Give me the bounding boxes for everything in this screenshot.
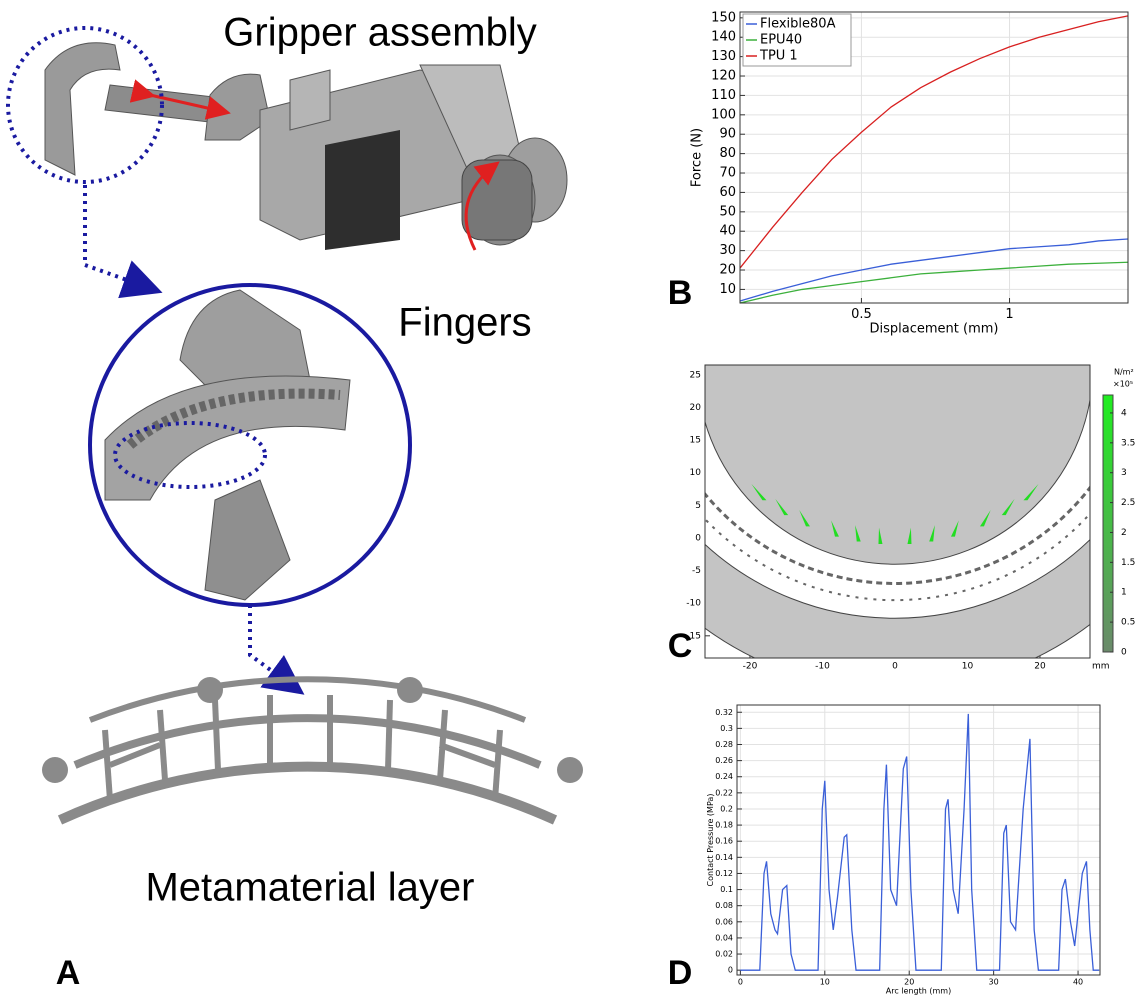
- y-tick-label: 0.12: [715, 869, 733, 878]
- y-tick-label: 140: [711, 30, 736, 45]
- data-line: [740, 714, 1099, 970]
- caption: Metamaterial layer: [145, 866, 474, 910]
- y-tick-label: 10: [690, 468, 702, 478]
- figure: Gripper assembly Fingers Metamaterial la…: [0, 0, 1137, 1003]
- metamaterial-illustration: [42, 677, 583, 820]
- y-tick-label: 0: [695, 533, 701, 543]
- panel-label: B: [668, 274, 693, 312]
- y-tick-label: 50: [719, 204, 736, 219]
- y-tick-label: 30: [719, 243, 736, 258]
- fingers-illustration: [90, 285, 410, 690]
- y-tick-label: 70: [719, 166, 736, 181]
- colorbar-unit: N/m²: [1114, 368, 1134, 377]
- colorbar-tick-label: 0: [1121, 648, 1127, 658]
- legend-label: EPU40: [760, 33, 802, 48]
- x-tick-label: 0: [892, 662, 898, 672]
- y-tick-label: 0.26: [715, 756, 733, 765]
- colorbar-tick-label: 2: [1121, 528, 1127, 538]
- y-tick-label: 100: [711, 107, 736, 122]
- legend-label: Flexible80A: [760, 17, 836, 32]
- y-tick-label: 40: [719, 224, 736, 239]
- colorbar-scale: ×10⁵: [1113, 380, 1133, 389]
- y-axis-label: Force (N): [690, 128, 705, 187]
- y-tick-label: 0.2: [720, 804, 733, 813]
- y-tick-label: 0.1: [720, 885, 733, 894]
- y-tick-label: 80: [719, 146, 736, 161]
- panel-label: D: [668, 954, 693, 992]
- field-geometry: [573, 46, 1137, 690]
- y-axis-label: Contact Pressure (MPa): [706, 794, 715, 887]
- y-tick-label: -15: [686, 631, 701, 641]
- colorbar-tick-label: 2.5: [1121, 498, 1135, 508]
- y-tick-label: 0.32: [715, 708, 733, 717]
- y-tick-label: 15: [690, 436, 701, 446]
- y-tick-label: 0.3: [720, 724, 733, 733]
- y-tick-label: 0.24: [715, 772, 733, 781]
- x-tick-label: -10: [815, 662, 830, 672]
- y-tick-label: 5: [695, 501, 701, 511]
- y-tick-label: 10: [719, 282, 736, 297]
- x-axis-label: Displacement (mm): [870, 322, 999, 337]
- y-tick-label: -10: [686, 599, 701, 609]
- x-axis-label: Arc length (mm): [886, 987, 951, 996]
- y-tick-label: 110: [711, 88, 736, 103]
- y-tick-label: 0.18: [715, 821, 733, 830]
- y-tick-label: 130: [711, 49, 736, 64]
- x-tick-label: 10: [820, 978, 830, 987]
- plot-frame: [737, 705, 1100, 975]
- panel-label: A: [56, 954, 81, 992]
- x-tick-label: 20: [1034, 662, 1046, 672]
- gripper-illustration: [8, 28, 567, 290]
- y-tick-label: 0.14: [715, 853, 733, 862]
- colorbar-tick-label: 1.5: [1121, 558, 1135, 568]
- y-tick-label: 25: [690, 370, 701, 380]
- legend-label: TPU 1: [759, 49, 798, 64]
- data-line: [740, 262, 1128, 303]
- page: {"figure":{"caption_gripper":"Gripper as…: [0, 0, 1137, 1007]
- y-tick-label: 120: [711, 69, 736, 84]
- x-tick-label: 0: [738, 978, 743, 987]
- colorbar-tick-label: 3: [1121, 468, 1127, 478]
- x-tick-label: 1: [1005, 307, 1013, 322]
- x-tick-label: 30: [989, 978, 999, 987]
- x-tick-label: 40: [1073, 978, 1083, 987]
- y-tick-label: 0.28: [715, 740, 733, 749]
- upper-body-top: [697, 168, 1093, 564]
- colorbar-tick-label: 3.5: [1121, 438, 1135, 448]
- y-tick-label: 0.02: [715, 950, 733, 959]
- y-tick-label: 20: [719, 263, 736, 278]
- x-tick-label: 10: [962, 662, 974, 672]
- y-tick-label: -5: [692, 566, 701, 576]
- y-tick-label: 0.06: [715, 917, 733, 926]
- caption: Fingers: [398, 301, 531, 345]
- y-tick-label: 0.04: [715, 933, 733, 942]
- y-tick-label: 20: [690, 403, 702, 413]
- y-tick-label: 60: [719, 185, 736, 200]
- colorbar-tick-label: 4: [1121, 408, 1127, 418]
- y-tick-label: 0: [728, 966, 733, 975]
- colorbar: [1103, 395, 1113, 652]
- y-tick-label: 150: [711, 10, 736, 25]
- x-tick-label: -20: [743, 662, 758, 672]
- colorbar-tick-label: 0.5: [1121, 618, 1135, 628]
- x-tick-label: 20: [904, 978, 914, 987]
- colorbar-tick-label: 1: [1121, 588, 1127, 598]
- caption: Gripper assembly: [223, 11, 536, 55]
- y-tick-label: 90: [719, 127, 736, 142]
- y-tick-label: 0.08: [715, 901, 733, 910]
- y-tick-label: 0.22: [715, 788, 733, 797]
- x-unit: mm: [1092, 662, 1110, 672]
- x-tick-label: 0.5: [851, 307, 872, 322]
- y-tick-label: 0.16: [715, 837, 733, 846]
